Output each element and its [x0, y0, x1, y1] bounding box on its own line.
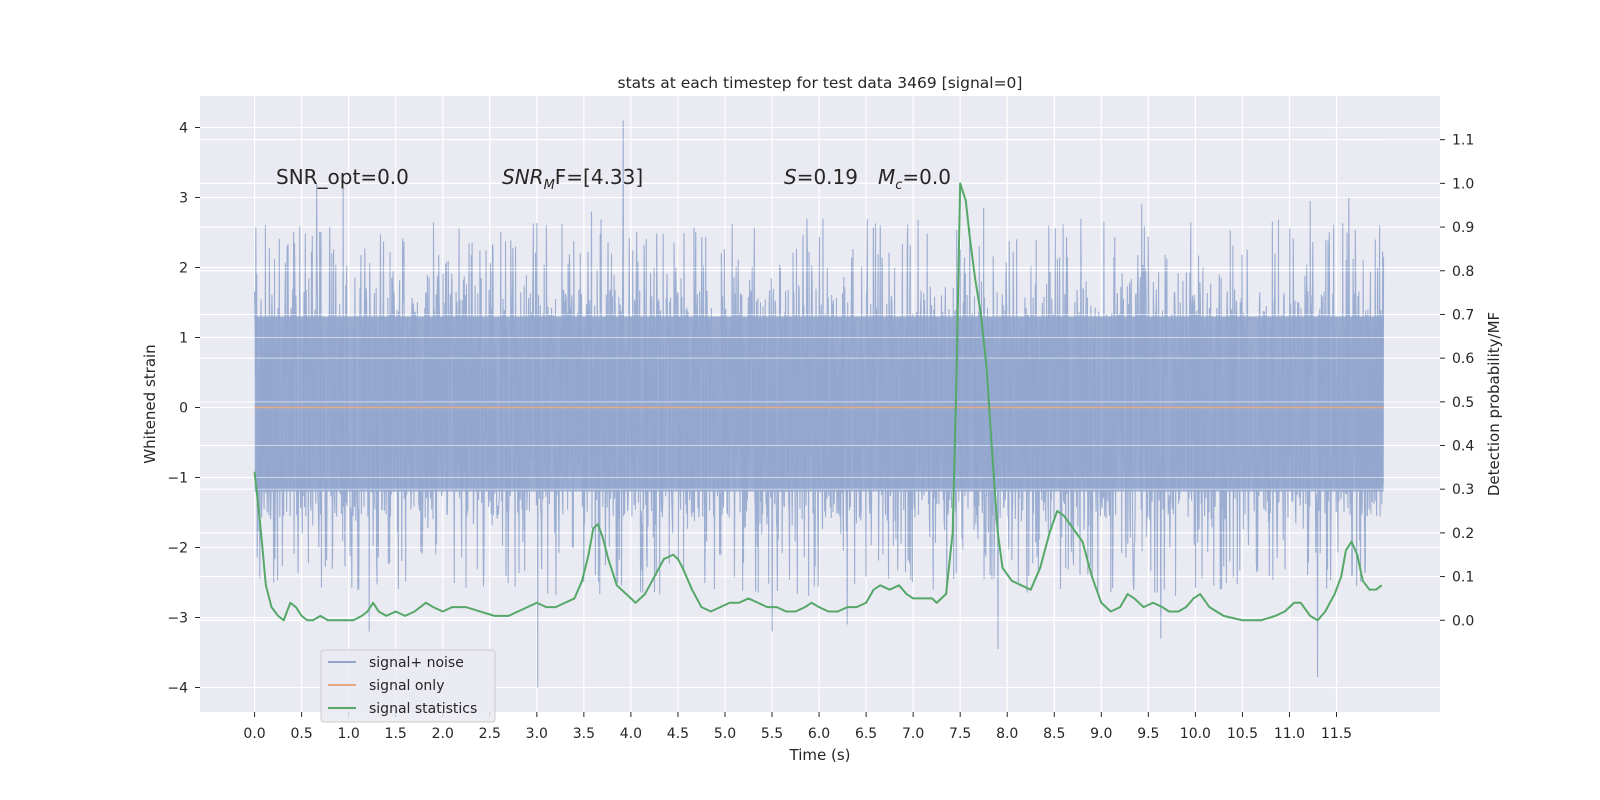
- x-tick-label: 6.0: [808, 726, 830, 742]
- x-tick-label: 3.0: [526, 726, 548, 742]
- y2-tick-label: 1.0: [1452, 176, 1474, 192]
- x-tick-label: 5.5: [761, 726, 783, 742]
- series-signal-plus-noise: [254, 120, 1385, 688]
- y-tick-label: −4: [167, 681, 188, 697]
- y-tick-label: 2: [179, 261, 188, 277]
- x-tick-label: 0.5: [290, 726, 312, 742]
- x-tick-label: 4.0: [620, 726, 642, 742]
- y2-axis-label: Detection probability/MF: [1485, 312, 1503, 496]
- snr-mf-sub: M: [544, 178, 555, 193]
- y-tick-label: 1: [179, 331, 188, 347]
- chart-title: stats at each timestep for test data 346…: [618, 74, 1023, 92]
- x-tick-label: 4.5: [667, 726, 689, 742]
- x-axis-label: Time (s): [789, 746, 851, 764]
- x-tick-label: 3.5: [573, 726, 595, 742]
- y-tick-label: 4: [179, 121, 188, 137]
- y-tick-label: −3: [167, 611, 188, 627]
- x-tick-label: 10.0: [1180, 726, 1211, 742]
- x-tick-label: 0.0: [243, 726, 265, 742]
- legend: signal+ noise signal only signal statist…: [320, 649, 496, 723]
- x-tick-label: 1.5: [385, 726, 407, 742]
- y2-tick-label: 0.0: [1452, 613, 1474, 629]
- y2-tick-label: 1.1: [1452, 133, 1474, 149]
- mc-sub: c: [895, 178, 902, 193]
- snr-mf-rest: F=[4.33]: [555, 165, 643, 189]
- y2-tick-label: 0.7: [1452, 307, 1474, 323]
- y2-tick-label: 0.8: [1452, 264, 1474, 280]
- mc-annotation: Mc=0.0: [878, 165, 951, 193]
- axes: 0.0 0.5 1.0 1.5 2.0 2.5 3.0 3.5 4.0 4.5 5.0 5.5 6.0 6…: [167, 121, 1474, 743]
- y-tick-label: 0: [179, 401, 188, 417]
- y-axis-label: Whitened strain: [141, 344, 159, 463]
- snr-opt-annotation: SNR_opt=0.0: [276, 165, 409, 189]
- y-tick-label: −1: [167, 471, 188, 487]
- y-tick-label: −2: [167, 541, 188, 557]
- y2-tick-label: 0.3: [1452, 482, 1474, 498]
- legend-box: [320, 649, 496, 723]
- s-annotation: S=0.19: [784, 165, 858, 189]
- y2-tick-label: 0.1: [1452, 570, 1474, 586]
- x-tick-label: 9.5: [1137, 726, 1159, 742]
- y2-tick-label: 0.6: [1452, 351, 1474, 367]
- legend-label-signal-plus-noise: signal+ noise: [369, 655, 464, 671]
- noise-core-band: [254, 316, 1384, 492]
- y-tick-label: 3: [179, 191, 188, 207]
- x-tick-label: 6.5: [855, 726, 877, 742]
- signal-statistics-line: [253, 182, 1383, 622]
- x-tick-label: 8.5: [1043, 726, 1065, 742]
- x-tick-label: 11.5: [1321, 726, 1352, 742]
- legend-label-signal-statistics: signal statistics: [369, 701, 477, 717]
- x-tick-label: 8.0: [996, 726, 1018, 742]
- x-tick-label: 11.0: [1274, 726, 1305, 742]
- snr-mf-annotation: SNRMF=[4.33]: [502, 165, 643, 193]
- mc-main: M: [878, 165, 895, 189]
- x-tick-label: 7.0: [902, 726, 924, 742]
- x-tick-label: 7.5: [949, 726, 971, 742]
- y2-tick-label: 0.5: [1452, 395, 1474, 411]
- y2-tick-label: 0.2: [1452, 526, 1474, 542]
- snr-mf-main: SNR: [502, 165, 544, 189]
- mc-rest: =0.0: [902, 165, 951, 189]
- x-tick-label: 2.0: [432, 726, 454, 742]
- y2-tick-label: 0.4: [1452, 439, 1474, 455]
- x-tick-label: 10.5: [1227, 726, 1258, 742]
- x-tick-label: 9.0: [1090, 726, 1112, 742]
- s-rest: =0.19: [797, 165, 858, 189]
- series-signal-statistics: [253, 182, 1383, 622]
- x-tick-label: 2.5: [479, 726, 501, 742]
- legend-label-signal-only: signal only: [369, 678, 444, 694]
- y2-tick-label: 0.9: [1452, 220, 1474, 236]
- x-tick-label: 5.0: [714, 726, 736, 742]
- x-tick-label: 1.0: [338, 726, 360, 742]
- s-main: S: [784, 165, 797, 189]
